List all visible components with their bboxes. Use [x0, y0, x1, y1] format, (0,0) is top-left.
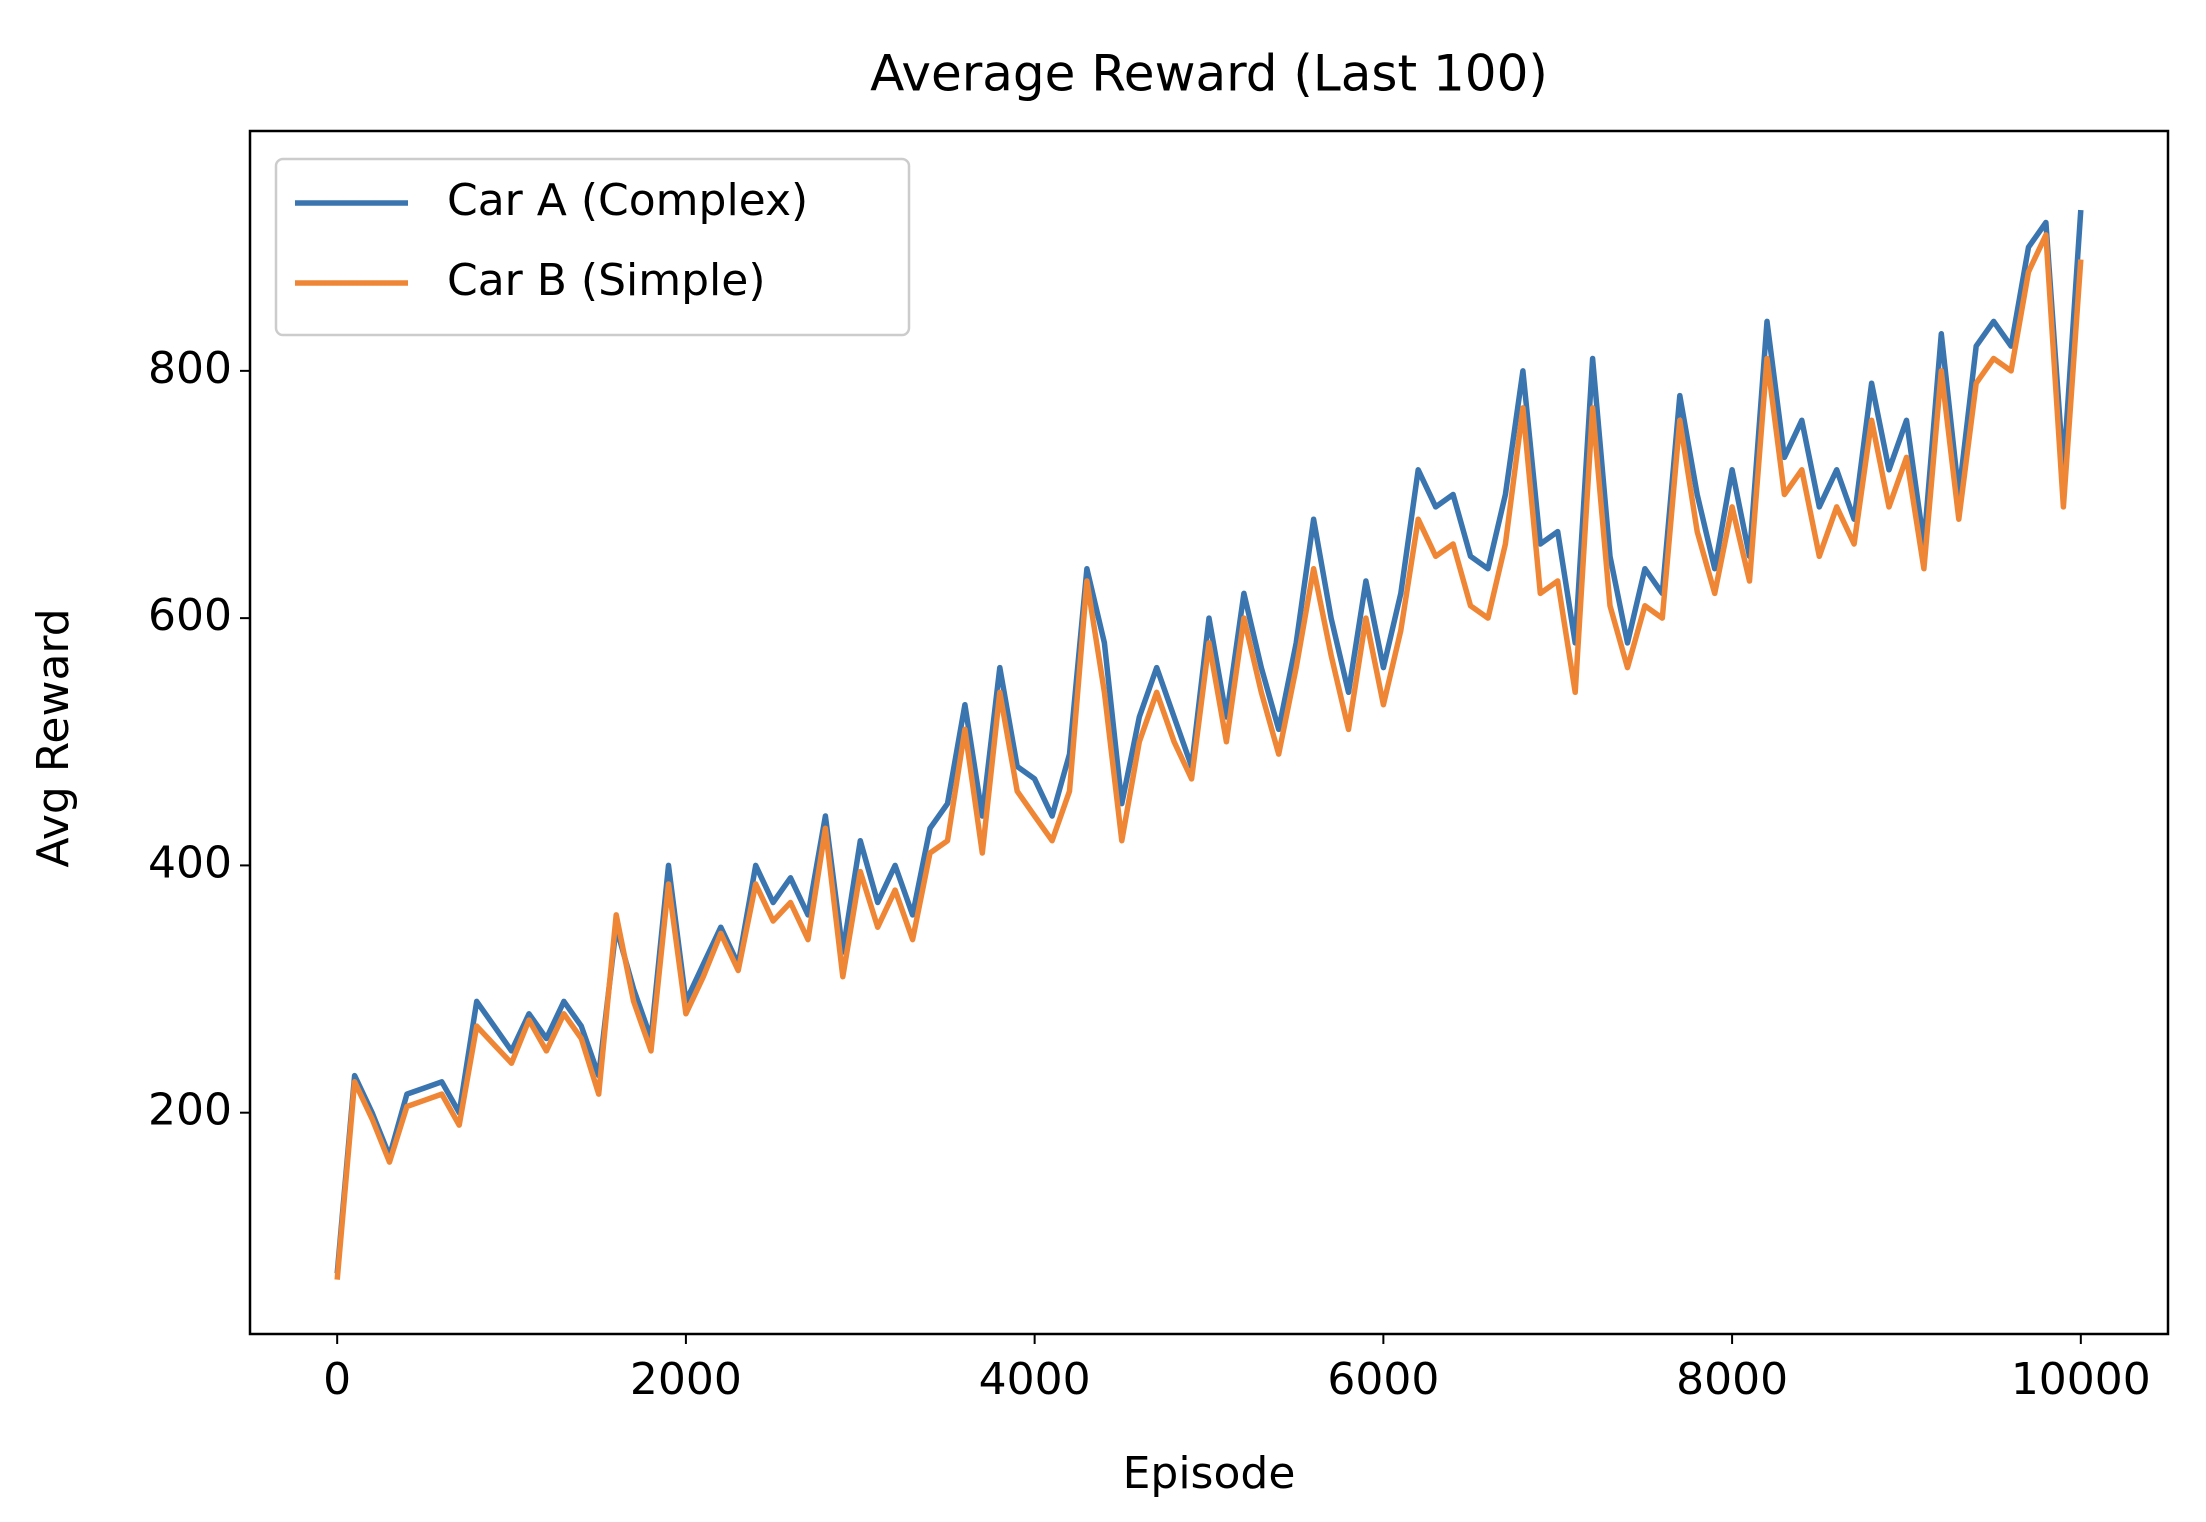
- y-tick-label: 400: [148, 837, 232, 888]
- x-tick-label: 4000: [979, 1354, 1091, 1405]
- x-tick-label: 6000: [1327, 1354, 1439, 1405]
- y-tick-label: 200: [148, 1085, 232, 1136]
- legend-label: Car B (Simple): [447, 255, 766, 306]
- legend-box: [274, 157, 911, 337]
- x-tick-label: 10000: [2011, 1354, 2151, 1405]
- legend-label: Car A (Complex): [447, 175, 808, 226]
- series-line: [334, 232, 2084, 1280]
- y-tick-label: 800: [148, 343, 232, 394]
- series-line: [334, 209, 2084, 1274]
- plot-frame: [248, 129, 2170, 1336]
- chart-title: Average Reward (Last 100): [870, 45, 1548, 103]
- x-tick-label: 8000: [1676, 1354, 1788, 1405]
- x-tick-label: 0: [323, 1354, 351, 1405]
- x-axis-label: Episode: [1123, 1448, 1296, 1499]
- y-tick-label: 600: [148, 590, 232, 641]
- x-tick-label: 2000: [630, 1354, 742, 1405]
- y-axis-label: Avg Reward: [28, 608, 79, 867]
